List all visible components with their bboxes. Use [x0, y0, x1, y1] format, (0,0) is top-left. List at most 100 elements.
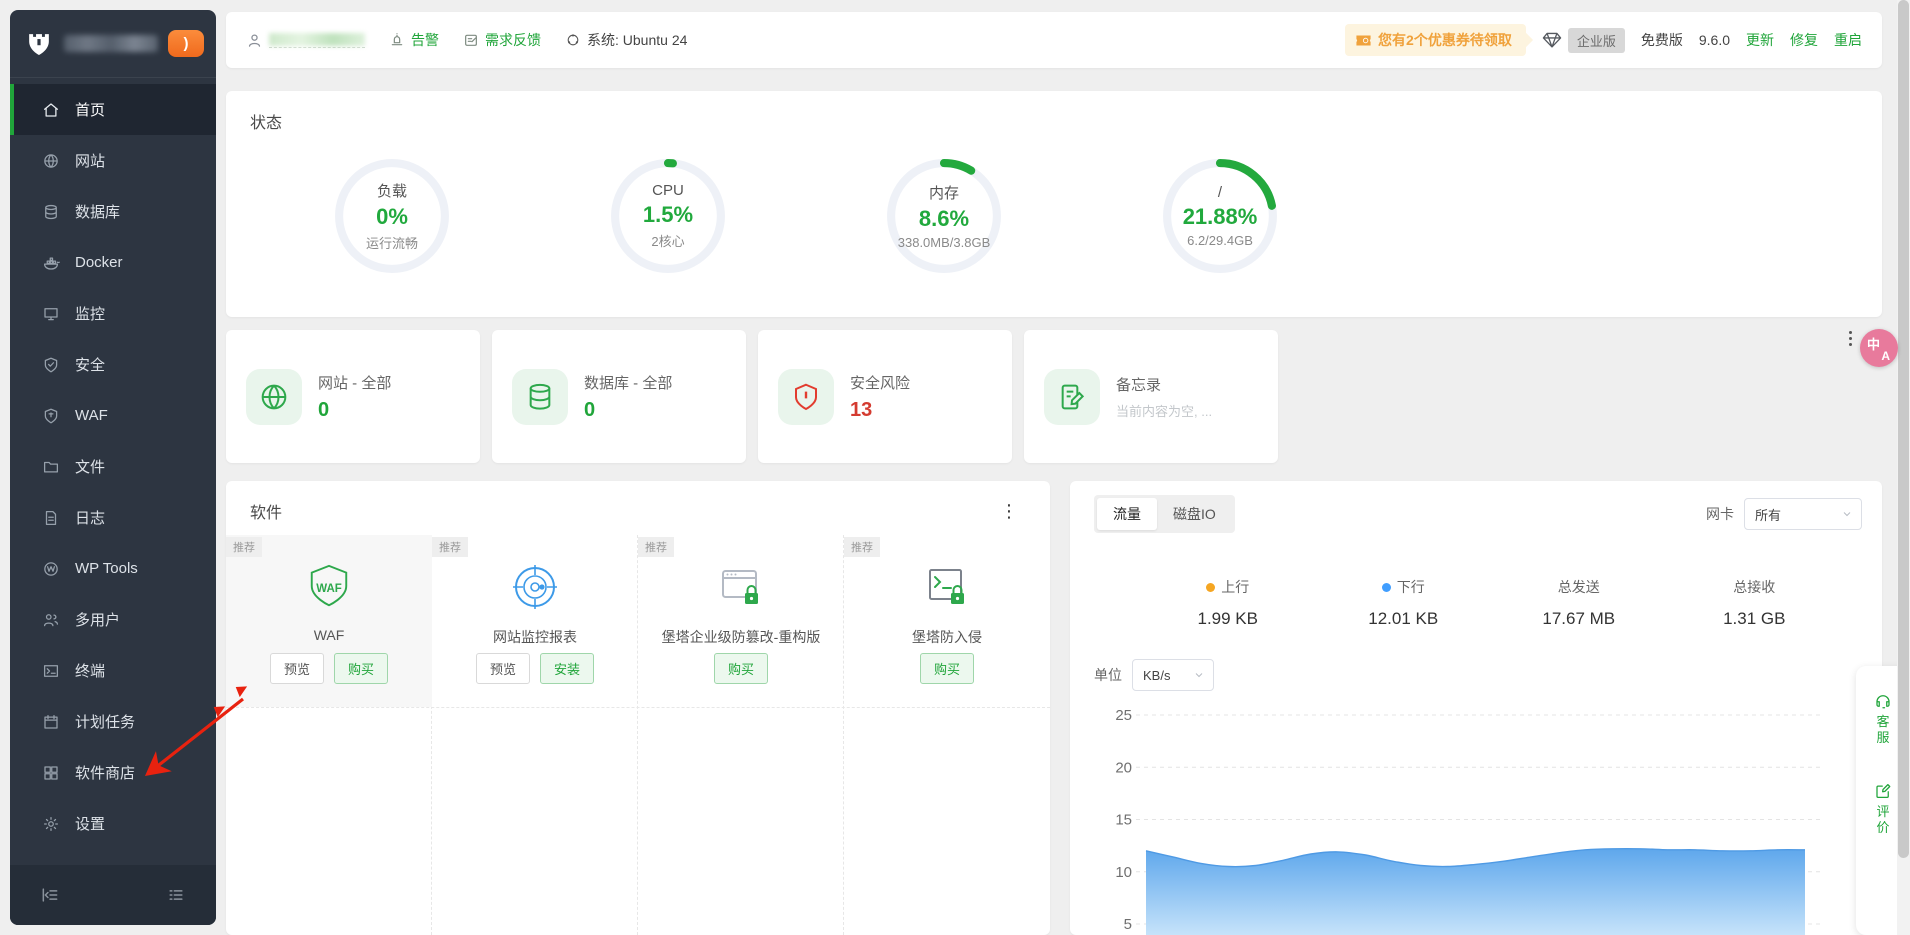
memo-icon [1044, 368, 1100, 425]
list-menu-icon[interactable] [166, 885, 186, 905]
sidebar-item-users-10[interactable]: 多用户 [10, 594, 216, 645]
page-scrollbar[interactable] [1897, 0, 1910, 935]
app-name: 网站监控报表 [493, 629, 577, 645]
svg-text:25: 25 [1115, 707, 1132, 724]
buy-button[interactable]: 购买 [713, 653, 768, 684]
chart-tabs: 流量 磁盘IO [1094, 495, 1235, 533]
preview-button[interactable]: 预览 [475, 653, 530, 684]
server-name-redacted [64, 35, 158, 52]
gauge-0: 负载 0% 运行流畅 [254, 141, 530, 291]
sidebar-item-waf-shield-6[interactable]: WAF [10, 390, 216, 441]
theme-toggle-button[interactable]: ) [168, 30, 204, 57]
sidebar-item-docker-3[interactable]: Docker [10, 237, 216, 288]
scrollbar-thumb[interactable] [1898, 0, 1909, 858]
sidebar-item-label: WAF [75, 407, 108, 424]
card-websites[interactable]: 网站 - 全部 0 [226, 330, 480, 463]
sidebar-item-home-0[interactable]: 首页 [10, 84, 216, 135]
status-title: 状态 [250, 115, 283, 132]
review-label: 评价 [1876, 804, 1890, 835]
headset-icon [1876, 695, 1890, 709]
sidebar-item-monitor-4[interactable]: 监控 [10, 288, 216, 339]
review-button[interactable]: 评价 [1874, 782, 1892, 836]
update-link[interactable]: 更新 [1746, 32, 1774, 48]
system-label: 系统: Ubuntu 24 [587, 32, 688, 48]
sidebar-item-label: 设置 [75, 816, 106, 833]
coupon-icon [1356, 35, 1371, 45]
customer-service-label: 客服 [1876, 714, 1890, 745]
app-card-waf[interactable]: 推荐 WAF WAF 预览 购买 [226, 535, 432, 707]
sidebar-item-log-file-8[interactable]: 日志 [10, 492, 216, 543]
user-account[interactable] [246, 32, 365, 49]
buy-button[interactable]: 购买 [919, 653, 974, 684]
repair-link[interactable]: 修复 [1790, 32, 1818, 48]
username-redacted [269, 32, 365, 48]
traffic-panel: 流量 磁盘IO 网卡 所有 上行 1.99 KB 下行 12.01 KB 总发送… [1070, 481, 1882, 935]
card-value: 13 [850, 398, 873, 421]
sidebar-item-label: 软件商店 [75, 765, 136, 782]
sidebar-item-app-grid-13[interactable]: 软件商店 [10, 747, 216, 798]
stat-value: 1.31 GB [1723, 609, 1786, 628]
sidebar-item-gear-14[interactable]: 设置 [10, 798, 216, 849]
alarm-link[interactable]: 告警 [389, 30, 439, 50]
wp-icon [44, 561, 58, 576]
software-panel: 软件 ⋮ 推荐 WAF WAF 预览 购买 推荐 [226, 481, 1050, 935]
card-title: 数据库 - 全部 [584, 374, 673, 392]
sidebar-item-label: 数据库 [75, 204, 121, 221]
sidebar-item-calendar-12[interactable]: 计划任务 [10, 696, 216, 747]
downstream-dot-icon [1381, 582, 1391, 592]
version-label: 9.6.0 [1698, 32, 1730, 48]
sidebar-item-globe-1[interactable]: 网站 [10, 135, 216, 186]
app-card-intrusion-prevention[interactable]: 推荐 堡塔防入侵 购买 [844, 535, 1050, 707]
folder-icon [43, 461, 59, 473]
sidebar-item-label: Docker [75, 254, 123, 271]
sidebar-item-label: 多用户 [75, 612, 121, 629]
stat-value: 12.01 KB [1368, 609, 1439, 628]
feedback-link[interactable]: 需求反馈 [463, 30, 541, 50]
gear-icon [43, 816, 59, 831]
card-title: 备忘录 [1116, 376, 1162, 394]
collapse-sidebar-icon[interactable] [40, 885, 60, 905]
app-card-monitor-report[interactable]: 推荐 网站监控报表 预览 安装 [432, 535, 638, 707]
sidebar-item-wp-9[interactable]: WP Tools [10, 543, 216, 594]
translate-zh-glyph: 中 [1867, 337, 1881, 352]
person-icon [248, 33, 261, 47]
buy-button[interactable]: 购买 [334, 653, 389, 684]
preview-button[interactable]: 预览 [269, 653, 324, 684]
app-card-tamper-proof[interactable]: 推荐 堡塔企业级防篡改-重构版 购买 [638, 535, 844, 707]
traffic-area-chart: 25 20 15 10 5 [1115, 707, 1822, 935]
app-name: WAF [313, 627, 345, 643]
install-button[interactable]: 安装 [540, 653, 595, 684]
sidebar-item-label: WP Tools [75, 560, 138, 577]
coupon-label: 您有2个优惠券待领取 [1378, 32, 1512, 48]
card-databases[interactable]: 数据库 - 全部 0 [492, 330, 746, 463]
gauge-2: 内存 8.6% 338.0MB/3.8GB [806, 141, 1082, 291]
card-value: 0 [318, 398, 330, 421]
plan-group[interactable]: 企业版 [1542, 27, 1625, 53]
stat-downstream: 下行 12.01 KB [1316, 577, 1492, 629]
sidebar-item-terminal-11[interactable]: 终端 [10, 645, 216, 696]
stat-value: 17.67 MB [1542, 609, 1616, 628]
stat-upstream: 上行 1.99 KB [1140, 577, 1316, 629]
translate-badge[interactable]: 中 A [1860, 329, 1898, 367]
log-file-icon [45, 510, 57, 525]
coupon-banner[interactable]: 您有2个优惠券待领取 [1345, 24, 1526, 56]
tab-disk-io[interactable]: 磁盘IO [1173, 506, 1216, 522]
restart-link[interactable]: 重启 [1834, 32, 1862, 48]
svg-text:20: 20 [1115, 759, 1132, 776]
customer-service-button[interactable]: 客服 [1874, 692, 1892, 746]
app-name: 堡塔企业级防篡改-重构版 [661, 629, 821, 645]
unit-select[interactable]: KB/s [1132, 659, 1214, 691]
gauge-value: 8.6% [918, 206, 970, 231]
card-security-risks[interactable]: 安全风险 13 [758, 330, 1012, 463]
card-memo[interactable]: 备忘录 当前内容为空, ... [1024, 330, 1278, 463]
mini-kebab-icon[interactable] [1849, 331, 1852, 346]
users-icon [43, 613, 59, 626]
sidebar-item-database-2[interactable]: 数据库 [10, 186, 216, 237]
database-icon [45, 204, 57, 219]
tab-traffic[interactable]: 流量 [1097, 498, 1157, 530]
sidebar-item-folder-7[interactable]: 文件 [10, 441, 216, 492]
sidebar-item-shield-check-5[interactable]: 安全 [10, 339, 216, 390]
kebab-menu-icon[interactable]: ⋮ [1000, 501, 1018, 521]
nic-selected-value: 所有 [1755, 507, 1782, 523]
nic-select[interactable]: 所有 [1744, 498, 1862, 530]
